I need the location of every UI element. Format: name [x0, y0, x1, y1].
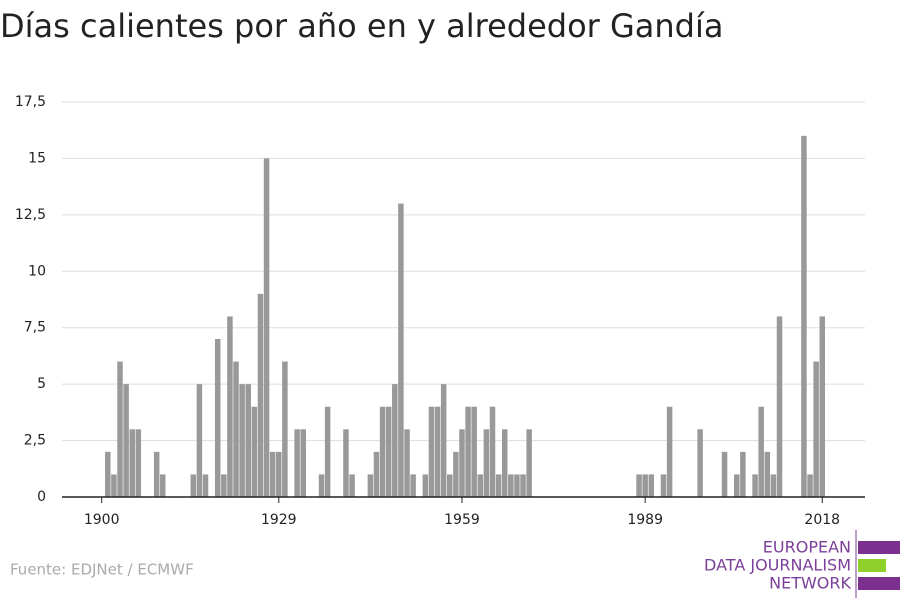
y-tick-label: 5	[37, 376, 46, 392]
bar	[752, 474, 758, 497]
bar	[813, 361, 819, 497]
bar	[392, 384, 398, 497]
bar	[428, 406, 435, 497]
bar	[526, 429, 532, 497]
bar	[471, 406, 477, 497]
bar	[294, 429, 300, 497]
y-tick-label: 7,5	[24, 320, 46, 336]
logo: EUROPEAN DATA JOURNALISM NETWORK	[704, 530, 900, 598]
bar	[477, 474, 484, 497]
bar	[440, 384, 447, 497]
bar	[801, 135, 807, 497]
bar	[300, 429, 306, 497]
bar	[227, 316, 233, 497]
bar	[807, 474, 813, 497]
bar	[501, 429, 508, 497]
bar	[318, 474, 325, 497]
bar	[251, 406, 258, 497]
y-tick-label: 17,5	[15, 94, 46, 110]
bar	[324, 406, 331, 497]
bar	[483, 429, 490, 497]
bar	[135, 429, 142, 497]
bar	[764, 451, 771, 497]
bar	[160, 474, 166, 497]
bar	[642, 474, 648, 497]
bar	[276, 451, 282, 497]
bar	[190, 474, 197, 497]
bar	[123, 384, 129, 497]
bar	[770, 474, 777, 497]
bar	[153, 451, 160, 497]
bar	[422, 474, 429, 497]
bar	[636, 474, 642, 497]
y-tick-label: 10	[28, 263, 46, 279]
bar	[520, 474, 526, 497]
bar	[129, 429, 135, 497]
bar	[196, 384, 203, 497]
bar	[257, 293, 264, 497]
bar	[734, 474, 740, 497]
bar	[410, 474, 416, 497]
bar	[233, 361, 239, 497]
bar	[819, 316, 826, 497]
bar	[740, 451, 746, 497]
logo-bar	[858, 541, 900, 554]
bar	[758, 406, 764, 497]
bar	[263, 158, 270, 497]
bar	[105, 451, 111, 497]
bar	[404, 429, 410, 497]
bar	[245, 384, 251, 497]
bar	[514, 474, 520, 497]
bar	[495, 474, 502, 497]
bar	[343, 429, 349, 497]
source: Fuente: EDJNet / ECMWF	[10, 561, 194, 579]
bar	[282, 361, 288, 497]
bar	[269, 451, 276, 497]
bar	[666, 406, 673, 497]
y-tick-label: 12,5	[15, 207, 46, 223]
y-tick-label: 0	[37, 489, 46, 505]
y-tick-label: 2,5	[24, 433, 46, 449]
bar	[349, 474, 355, 497]
logo-bar	[858, 577, 900, 590]
bar	[721, 451, 728, 497]
bar	[465, 406, 471, 497]
bar	[398, 203, 404, 498]
chart-title: Días calientes por año en y alrededor Ga…	[0, 7, 723, 45]
bar	[367, 474, 374, 497]
bar	[447, 474, 453, 497]
bar	[453, 451, 459, 497]
logo-text: DATA JOURNALISM	[704, 556, 851, 575]
bar	[221, 474, 227, 497]
bar	[373, 451, 380, 497]
x-tick-label: 1929	[261, 512, 297, 528]
bar	[111, 474, 117, 497]
bar	[660, 474, 667, 497]
bar	[459, 429, 465, 497]
bar	[697, 429, 703, 497]
bar	[434, 406, 441, 497]
bar	[648, 474, 655, 497]
x-tick-label: 2018	[804, 512, 840, 528]
bar	[508, 474, 514, 497]
x-tick-label: 1989	[627, 512, 663, 528]
bar	[385, 406, 392, 497]
bar	[489, 406, 496, 497]
bar	[214, 339, 221, 497]
bar	[239, 384, 245, 497]
logo-text: NETWORK	[769, 574, 851, 593]
y-tick-label: 15	[28, 150, 46, 166]
x-tick-label: 1959	[444, 512, 480, 528]
logo-text: EUROPEAN	[763, 538, 851, 557]
bar	[776, 316, 783, 497]
bar	[379, 406, 386, 497]
x-tick-label: 1900	[84, 512, 120, 528]
bar	[202, 474, 209, 497]
bar	[117, 361, 123, 497]
logo-bar	[858, 559, 886, 572]
